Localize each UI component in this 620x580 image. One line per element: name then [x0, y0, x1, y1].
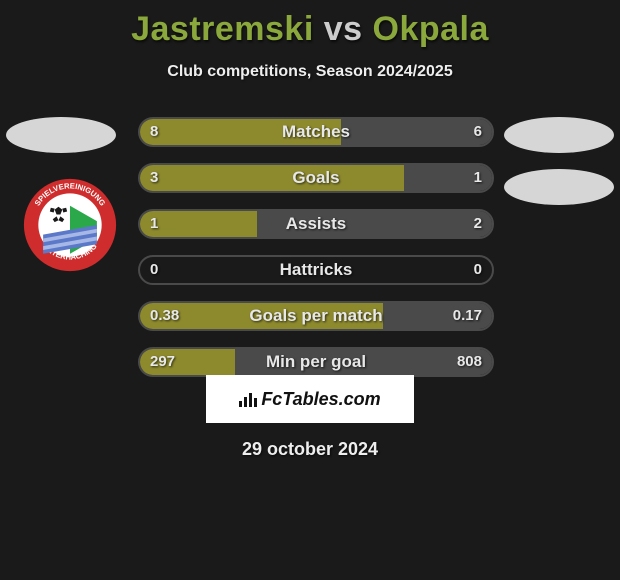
- stat-fill-left: [140, 349, 235, 375]
- stat-fill-right: [257, 211, 492, 237]
- stat-row: 86Matches: [138, 117, 494, 147]
- player2-avatar: [504, 117, 614, 153]
- player1-club-badge: SPIELVEREINIGUNG UNTERHACHING: [22, 177, 118, 273]
- logo-chart-icon: [239, 391, 257, 407]
- subtitle: Club competitions, Season 2024/2025: [0, 63, 620, 81]
- stat-fill-left: [140, 211, 257, 237]
- stat-fill-right: [235, 349, 492, 375]
- stat-bars: 86Matches 31Goals 12Assists 0 0Hattricks 0.38…: [138, 117, 494, 393]
- stat-fill-right: [404, 165, 492, 191]
- stat-row: 297808Min per goal: [138, 347, 494, 377]
- stat-fill-right: [383, 303, 492, 329]
- fctables-logo-content: FcTables.com: [239, 389, 380, 410]
- stat-fill-left: [140, 303, 383, 329]
- stat-fill-left: [140, 119, 341, 145]
- stat-value-right: 0: [474, 257, 482, 283]
- snapshot-date: 29 october 2024: [0, 439, 620, 460]
- stat-row: 12Assists: [138, 209, 494, 239]
- player1-avatar: [6, 117, 116, 153]
- stat-fill-right: [341, 119, 492, 145]
- stat-row: 0 0Hattricks: [138, 255, 494, 285]
- title-player1: Jastremski: [131, 10, 314, 48]
- stat-value-left: 0: [150, 257, 158, 283]
- stat-row: 0.380.17Goals per match: [138, 301, 494, 331]
- stat-label: Hattricks: [140, 257, 492, 283]
- page-title: Jastremski vs Okpala: [0, 0, 620, 49]
- logo-text: FcTables.com: [261, 389, 380, 410]
- title-player2: Okpala: [373, 10, 489, 48]
- stat-row: 31Goals: [138, 163, 494, 193]
- title-vs: vs: [324, 10, 363, 48]
- stat-fill-left: [140, 165, 404, 191]
- fctables-logo: FcTables.com: [206, 375, 414, 423]
- player2-club-avatar: [504, 169, 614, 205]
